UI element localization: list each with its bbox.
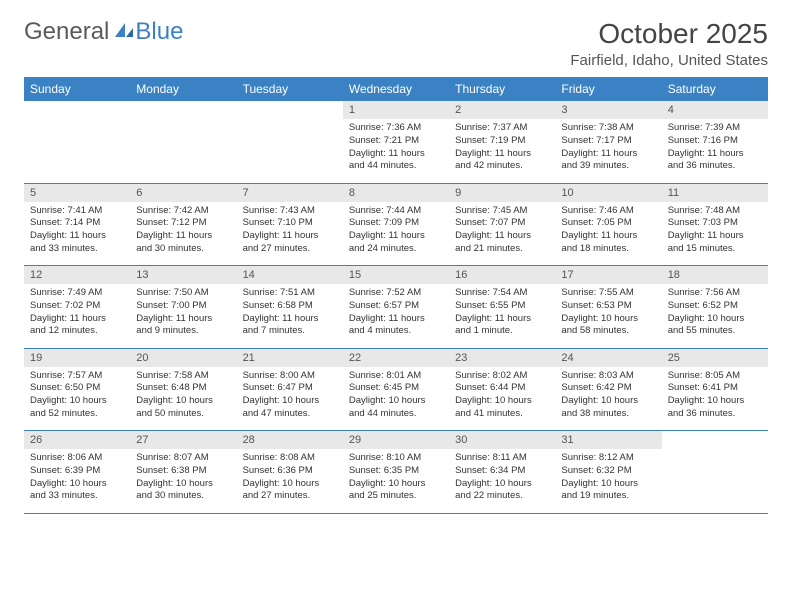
- day-content-cell: Sunrise: 7:48 AMSunset: 7:03 PMDaylight:…: [662, 202, 768, 266]
- day-content-cell: [662, 449, 768, 513]
- calendar-table: SundayMondayTuesdayWednesdayThursdayFrid…: [24, 77, 768, 514]
- day-number-cell: 10: [555, 183, 661, 202]
- day-number-cell: 3: [555, 101, 661, 119]
- day-number-cell: 12: [24, 266, 130, 285]
- day-number-cell: 11: [662, 183, 768, 202]
- day-content-cell: Sunrise: 8:08 AMSunset: 6:36 PMDaylight:…: [237, 449, 343, 513]
- day-number-cell: 30: [449, 431, 555, 450]
- day-content-cell: Sunrise: 7:56 AMSunset: 6:52 PMDaylight:…: [662, 284, 768, 348]
- day-content-cell: [24, 119, 130, 183]
- day-content-cell: Sunrise: 8:05 AMSunset: 6:41 PMDaylight:…: [662, 367, 768, 431]
- day-number-cell: 14: [237, 266, 343, 285]
- day-content-cell: Sunrise: 7:36 AMSunset: 7:21 PMDaylight:…: [343, 119, 449, 183]
- day-content-cell: Sunrise: 8:11 AMSunset: 6:34 PMDaylight:…: [449, 449, 555, 513]
- day-number-cell: 15: [343, 266, 449, 285]
- day-number-cell: 29: [343, 431, 449, 450]
- day-number-cell: 22: [343, 348, 449, 367]
- day-number-cell: 2: [449, 101, 555, 119]
- day-content-cell: Sunrise: 7:44 AMSunset: 7:09 PMDaylight:…: [343, 202, 449, 266]
- header: General Blue October 2025 Fairfield, Ida…: [24, 18, 768, 69]
- weekday-header: Tuesday: [237, 77, 343, 101]
- day-content-cell: Sunrise: 8:00 AMSunset: 6:47 PMDaylight:…: [237, 367, 343, 431]
- day-content-cell: Sunrise: 7:49 AMSunset: 7:02 PMDaylight:…: [24, 284, 130, 348]
- day-number-cell: 1: [343, 101, 449, 119]
- day-content-cell: Sunrise: 8:10 AMSunset: 6:35 PMDaylight:…: [343, 449, 449, 513]
- weekday-header: Monday: [130, 77, 236, 101]
- day-number-cell: 6: [130, 183, 236, 202]
- day-content-cell: Sunrise: 8:02 AMSunset: 6:44 PMDaylight:…: [449, 367, 555, 431]
- weekday-header: Wednesday: [343, 77, 449, 101]
- day-number-cell: 28: [237, 431, 343, 450]
- day-content-cell: [130, 119, 236, 183]
- day-number-cell: 20: [130, 348, 236, 367]
- logo-text-blue: Blue: [135, 18, 183, 46]
- day-number-cell: 23: [449, 348, 555, 367]
- day-number-cell: 21: [237, 348, 343, 367]
- title-block: October 2025 Fairfield, Idaho, United St…: [570, 18, 768, 69]
- day-number-cell: 18: [662, 266, 768, 285]
- calendar-header: SundayMondayTuesdayWednesdayThursdayFrid…: [24, 77, 768, 101]
- day-number-cell: 13: [130, 266, 236, 285]
- day-number-cell: 24: [555, 348, 661, 367]
- day-number-cell: 7: [237, 183, 343, 202]
- day-content-cell: Sunrise: 7:38 AMSunset: 7:17 PMDaylight:…: [555, 119, 661, 183]
- day-number-cell: [130, 101, 236, 119]
- day-number-cell: [24, 101, 130, 119]
- sail-icon: [113, 18, 135, 46]
- day-number-cell: 9: [449, 183, 555, 202]
- day-content-cell: Sunrise: 7:37 AMSunset: 7:19 PMDaylight:…: [449, 119, 555, 183]
- day-content-cell: Sunrise: 7:46 AMSunset: 7:05 PMDaylight:…: [555, 202, 661, 266]
- day-number-cell: 25: [662, 348, 768, 367]
- weekday-header: Thursday: [449, 77, 555, 101]
- day-content-cell: Sunrise: 7:52 AMSunset: 6:57 PMDaylight:…: [343, 284, 449, 348]
- calendar-body: 1234Sunrise: 7:36 AMSunset: 7:21 PMDayli…: [24, 101, 768, 513]
- day-content-cell: Sunrise: 7:41 AMSunset: 7:14 PMDaylight:…: [24, 202, 130, 266]
- day-content-cell: Sunrise: 7:51 AMSunset: 6:58 PMDaylight:…: [237, 284, 343, 348]
- day-content-cell: Sunrise: 8:07 AMSunset: 6:38 PMDaylight:…: [130, 449, 236, 513]
- location-text: Fairfield, Idaho, United States: [570, 52, 768, 69]
- logo: General Blue: [24, 18, 183, 46]
- day-number-cell: [237, 101, 343, 119]
- day-content-cell: Sunrise: 7:54 AMSunset: 6:55 PMDaylight:…: [449, 284, 555, 348]
- day-content-cell: Sunrise: 7:43 AMSunset: 7:10 PMDaylight:…: [237, 202, 343, 266]
- day-number-cell: 5: [24, 183, 130, 202]
- weekday-header: Sunday: [24, 77, 130, 101]
- day-content-cell: Sunrise: 7:42 AMSunset: 7:12 PMDaylight:…: [130, 202, 236, 266]
- day-number-cell: 27: [130, 431, 236, 450]
- page-title: October 2025: [570, 18, 768, 50]
- day-number-cell: 17: [555, 266, 661, 285]
- day-content-cell: Sunrise: 7:55 AMSunset: 6:53 PMDaylight:…: [555, 284, 661, 348]
- day-content-cell: Sunrise: 8:06 AMSunset: 6:39 PMDaylight:…: [24, 449, 130, 513]
- day-content-cell: Sunrise: 7:57 AMSunset: 6:50 PMDaylight:…: [24, 367, 130, 431]
- day-content-cell: Sunrise: 7:45 AMSunset: 7:07 PMDaylight:…: [449, 202, 555, 266]
- day-content-cell: Sunrise: 8:03 AMSunset: 6:42 PMDaylight:…: [555, 367, 661, 431]
- day-number-cell: 31: [555, 431, 661, 450]
- weekday-header: Friday: [555, 77, 661, 101]
- weekday-header: Saturday: [662, 77, 768, 101]
- day-number-cell: 4: [662, 101, 768, 119]
- day-number-cell: 19: [24, 348, 130, 367]
- day-content-cell: Sunrise: 7:39 AMSunset: 7:16 PMDaylight:…: [662, 119, 768, 183]
- day-number-cell: 16: [449, 266, 555, 285]
- day-content-cell: Sunrise: 7:50 AMSunset: 7:00 PMDaylight:…: [130, 284, 236, 348]
- day-content-cell: Sunrise: 8:12 AMSunset: 6:32 PMDaylight:…: [555, 449, 661, 513]
- day-number-cell: 8: [343, 183, 449, 202]
- day-content-cell: Sunrise: 8:01 AMSunset: 6:45 PMDaylight:…: [343, 367, 449, 431]
- day-number-cell: [662, 431, 768, 450]
- day-content-cell: Sunrise: 7:58 AMSunset: 6:48 PMDaylight:…: [130, 367, 236, 431]
- logo-text-general: General: [24, 18, 109, 46]
- day-number-cell: 26: [24, 431, 130, 450]
- day-content-cell: [237, 119, 343, 183]
